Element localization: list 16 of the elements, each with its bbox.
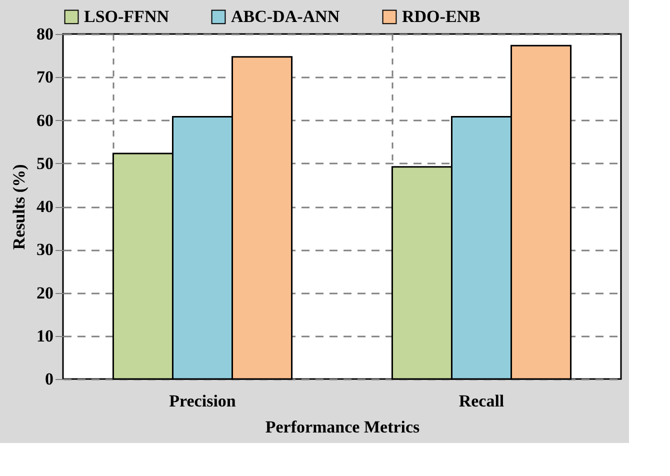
x-tick-label: Recall: [458, 392, 504, 410]
legend-label: RDO-ENB: [402, 6, 480, 26]
y-tick-label: 20: [36, 283, 54, 302]
x-tick-label: Precision: [169, 392, 236, 410]
y-tick-label: 80: [36, 24, 54, 44]
y-tick-label: 50: [36, 154, 54, 173]
y-tick-label: 70: [36, 68, 54, 87]
legend-label: LSO-FFNN: [84, 6, 170, 26]
y-tick-label: 60: [36, 110, 54, 130]
y-tick-label: 0: [45, 370, 54, 388]
y-tick-label: 40: [36, 197, 54, 216]
legend-label: ABC-DA-ANN: [231, 6, 340, 26]
x-axis-title: Performance Metrics: [265, 418, 420, 436]
y-axis-title: Results (%): [10, 164, 28, 250]
y-tick-label: 10: [36, 326, 54, 346]
y-tick-label: 30: [36, 240, 54, 260]
